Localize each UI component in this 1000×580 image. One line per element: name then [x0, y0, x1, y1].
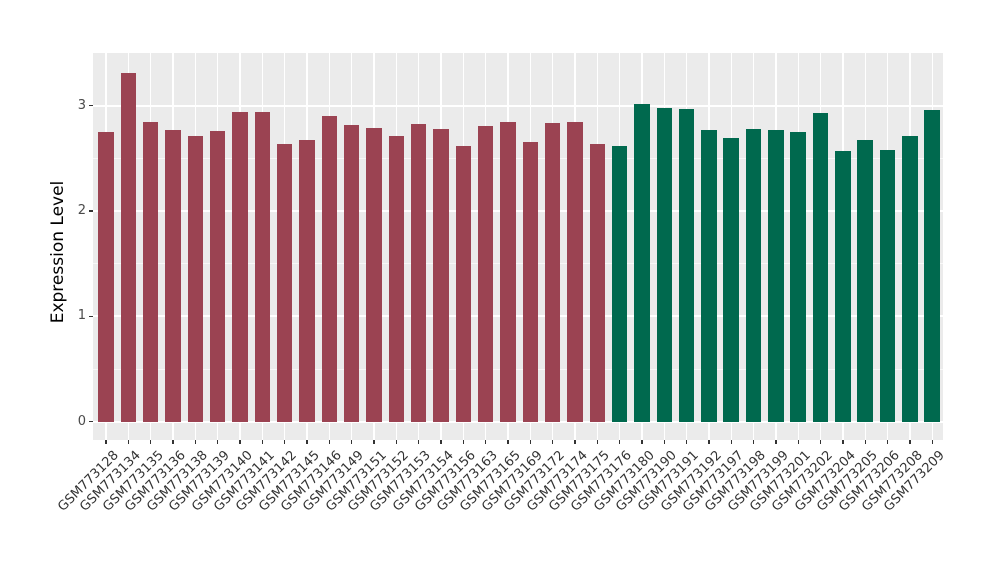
- x-tick-mark: [172, 440, 174, 444]
- bar-GSM773165: [500, 121, 516, 422]
- y-tick-mark: [89, 421, 93, 423]
- bar-GSM773152: [388, 136, 405, 422]
- bar-GSM773174: [567, 121, 583, 422]
- bar-GSM773199: [768, 129, 784, 422]
- y-tick-mark: [89, 105, 93, 107]
- bar-GSM773153: [410, 123, 427, 422]
- plot-panel: [93, 53, 943, 440]
- bar-GSM773192: [701, 129, 717, 422]
- x-tick-mark: [507, 440, 509, 444]
- gridline-major: [93, 420, 943, 423]
- y-tick-label-1: 1: [77, 308, 86, 324]
- y-tick-label-2: 2: [77, 203, 86, 219]
- gridline-major: [93, 210, 943, 213]
- bar-GSM773204: [835, 151, 851, 422]
- bar-GSM773197: [723, 138, 739, 422]
- bar-GSM773135: [142, 121, 159, 422]
- x-tick-mark: [216, 440, 219, 444]
- bar-GSM773209: [924, 109, 940, 422]
- bar-GSM773190: [656, 107, 672, 422]
- gridline-minor: [93, 368, 943, 370]
- bar-GSM773180: [634, 103, 650, 422]
- bar-GSM773202: [812, 113, 829, 422]
- x-tick-mark: [440, 440, 442, 444]
- x-tick-mark: [350, 440, 353, 444]
- x-tick-mark: [596, 440, 598, 444]
- x-tick-mark: [641, 440, 643, 444]
- x-tick-mark: [864, 440, 866, 444]
- bar-GSM773138: [187, 136, 204, 422]
- bar-GSM773142: [276, 143, 293, 422]
- x-tick-mark: [819, 440, 822, 444]
- bar-GSM773140: [232, 112, 248, 422]
- x-tick-mark: [261, 440, 263, 444]
- bar-GSM773156: [455, 145, 472, 422]
- bar-GSM773198: [745, 128, 762, 422]
- gridline-minor: [93, 157, 943, 159]
- bar-GSM773191: [678, 108, 695, 422]
- bar-GSM773169: [522, 141, 539, 422]
- bar-GSM773172: [544, 122, 561, 422]
- x-tick-mark: [909, 440, 911, 444]
- y-tick-mark: [89, 315, 93, 318]
- x-tick-mark: [529, 440, 531, 444]
- y-tick-mark: [89, 210, 93, 212]
- bar-GSM773208: [902, 136, 918, 422]
- x-tick-mark: [395, 440, 397, 444]
- bar-GSM773146: [321, 116, 338, 422]
- x-tick-mark: [306, 440, 308, 444]
- x-tick-mark: [685, 440, 688, 444]
- bar-GSM773201: [790, 132, 806, 422]
- x-tick-mark: [708, 440, 710, 444]
- gridline-major: [93, 315, 943, 318]
- x-tick-mark: [127, 440, 130, 444]
- x-tick-mark: [931, 440, 933, 444]
- x-tick-mark: [797, 440, 799, 444]
- bar-GSM773206: [879, 149, 896, 422]
- x-tick-mark: [283, 440, 286, 444]
- bar-GSM773145: [299, 140, 315, 422]
- bar-GSM773136: [165, 129, 181, 422]
- bar-GSM773154: [433, 128, 449, 422]
- y-tick-label-0: 0: [77, 413, 86, 429]
- bar-GSM773175: [589, 143, 605, 422]
- x-tick-mark: [417, 440, 420, 444]
- bar-GSM773205: [857, 140, 873, 422]
- x-tick-mark: [886, 440, 889, 444]
- x-tick-mark: [239, 440, 241, 444]
- bar-GSM773176: [611, 145, 628, 422]
- x-tick-mark: [551, 440, 554, 444]
- x-tick-mark: [663, 440, 665, 444]
- x-tick-mark: [328, 440, 330, 444]
- x-tick-mark: [462, 440, 464, 444]
- x-tick-mark: [194, 440, 196, 444]
- bar-GSM773151: [366, 127, 382, 422]
- x-tick-mark: [842, 440, 844, 444]
- x-tick-mark: [373, 440, 375, 444]
- bar-GSM773163: [477, 125, 494, 422]
- bar-GSM773149: [343, 124, 360, 422]
- x-tick-mark: [618, 440, 621, 444]
- bar-GSM773134: [120, 73, 137, 422]
- y-tick-label-3: 3: [77, 97, 86, 113]
- bar-GSM773128: [98, 132, 114, 422]
- bar-GSM773139: [209, 130, 226, 422]
- x-tick-mark: [149, 440, 152, 444]
- x-tick-mark: [775, 440, 777, 444]
- x-tick-mark: [752, 440, 755, 444]
- gridline-minor: [93, 263, 943, 265]
- x-tick-mark: [730, 440, 732, 444]
- x-tick-mark: [484, 440, 487, 444]
- gridline-major: [93, 104, 943, 107]
- x-tick-mark: [574, 440, 576, 444]
- x-tick-mark: [105, 440, 107, 444]
- bar-GSM773141: [254, 112, 271, 422]
